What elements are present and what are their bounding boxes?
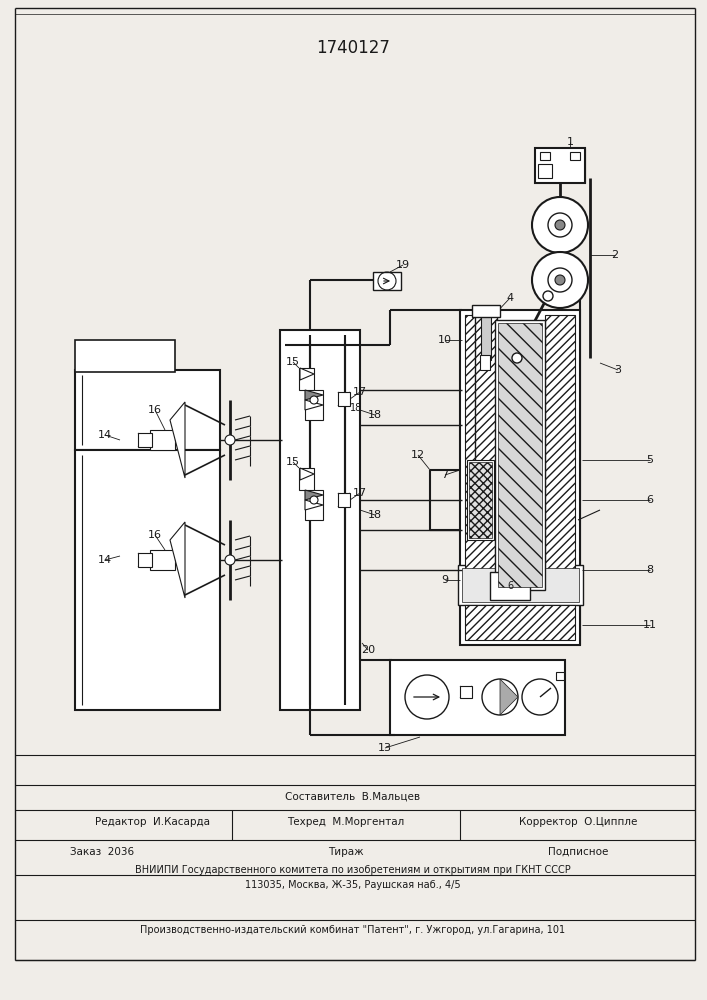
Bar — [458, 565, 583, 605]
Text: Подписное: Подписное — [548, 847, 608, 857]
Bar — [150, 430, 175, 450]
Text: 12: 12 — [411, 450, 425, 460]
Text: 8: 8 — [646, 565, 653, 575]
Bar — [590, 178, 645, 358]
Bar — [498, 323, 542, 587]
Bar — [495, 320, 545, 590]
Circle shape — [543, 291, 553, 301]
Text: Составитель  В.Мальцев: Составитель В.Мальцев — [286, 792, 421, 802]
Text: Редактор  И.Касарда: Редактор И.Касарда — [95, 817, 210, 827]
Text: 14: 14 — [98, 430, 112, 440]
Bar — [570, 152, 580, 160]
Polygon shape — [305, 490, 323, 500]
Polygon shape — [305, 400, 323, 410]
Text: Тираж: Тираж — [328, 847, 364, 857]
Circle shape — [532, 252, 588, 308]
Text: Корректор  О.Циппле: Корректор О.Циппле — [519, 817, 637, 827]
Bar — [481, 310, 491, 360]
Bar — [480, 355, 490, 370]
Bar — [535, 148, 585, 183]
Text: 1740127: 1740127 — [316, 39, 390, 57]
Polygon shape — [170, 402, 185, 478]
Polygon shape — [305, 390, 323, 400]
Text: 20: 20 — [361, 645, 375, 655]
Text: 5: 5 — [646, 455, 653, 465]
Polygon shape — [305, 500, 323, 510]
Text: 14: 14 — [98, 555, 112, 565]
Bar — [75, 450, 220, 710]
Polygon shape — [300, 368, 314, 380]
Text: 4: 4 — [506, 293, 513, 303]
Text: 16: 16 — [148, 405, 162, 415]
Circle shape — [225, 555, 235, 565]
Circle shape — [555, 220, 565, 230]
Text: 19: 19 — [396, 260, 410, 270]
Text: 9: 9 — [441, 575, 448, 585]
Text: 18: 18 — [368, 510, 382, 520]
Text: 3: 3 — [614, 365, 621, 375]
Bar — [545, 315, 575, 595]
Text: 6: 6 — [507, 581, 513, 591]
Text: 18: 18 — [368, 410, 382, 420]
Bar — [460, 686, 472, 698]
Bar — [462, 568, 579, 602]
Circle shape — [548, 268, 572, 292]
Text: 11: 11 — [643, 620, 657, 630]
Bar — [390, 660, 565, 735]
Text: 15: 15 — [286, 457, 300, 467]
Bar — [305, 490, 323, 520]
Bar — [469, 462, 492, 538]
Text: 113035, Москва, Ж-35, Раушская наб., 4/5: 113035, Москва, Ж-35, Раушская наб., 4/5 — [245, 880, 461, 890]
Text: 1: 1 — [566, 137, 573, 147]
Text: 7: 7 — [441, 470, 448, 480]
Bar — [556, 672, 564, 680]
Text: Техред  М.Моргентал: Техред М.Моргентал — [287, 817, 404, 827]
Circle shape — [310, 496, 318, 504]
Text: Заказ  2036: Заказ 2036 — [70, 847, 134, 857]
Bar — [580, 265, 645, 645]
Bar — [373, 272, 401, 290]
Text: Производственно-издательский комбинат "Патент", г. Ужгород, ул.Гагарина, 101: Производственно-издательский комбинат "П… — [141, 925, 566, 935]
Polygon shape — [500, 679, 518, 715]
Text: ВНИИПИ Государственного комитета по изобретениям и открытиям при ГКНТ СССР: ВНИИПИ Государственного комитета по изоб… — [135, 865, 571, 875]
Text: 17: 17 — [353, 387, 367, 397]
Bar — [475, 315, 497, 465]
Bar — [138, 433, 152, 447]
Bar — [490, 572, 530, 600]
Bar — [280, 330, 360, 710]
Circle shape — [225, 435, 235, 445]
Bar — [150, 550, 175, 570]
Bar — [460, 600, 580, 645]
Bar — [299, 368, 314, 390]
Text: 16: 16 — [148, 530, 162, 540]
Bar — [538, 164, 552, 178]
Circle shape — [512, 353, 522, 363]
Bar — [305, 390, 323, 420]
Bar — [467, 460, 494, 540]
Text: 10: 10 — [438, 335, 452, 345]
Bar — [338, 493, 350, 507]
Bar — [338, 392, 350, 406]
Bar — [472, 305, 500, 317]
Bar — [540, 152, 550, 160]
Bar — [465, 315, 495, 595]
Circle shape — [310, 396, 318, 404]
Circle shape — [532, 197, 588, 253]
Circle shape — [555, 275, 565, 285]
Text: 2: 2 — [612, 250, 619, 260]
Text: 15: 15 — [286, 357, 300, 367]
Polygon shape — [300, 468, 314, 480]
Circle shape — [548, 213, 572, 237]
Bar — [75, 370, 220, 450]
Bar — [460, 310, 580, 600]
Bar — [75, 340, 175, 372]
Bar — [465, 605, 575, 640]
Polygon shape — [170, 522, 185, 598]
Text: 13: 13 — [378, 743, 392, 753]
Text: 17: 17 — [353, 488, 367, 498]
Bar — [299, 468, 314, 490]
Text: 6: 6 — [646, 495, 653, 505]
Bar — [138, 553, 152, 567]
Text: 18: 18 — [350, 403, 362, 413]
